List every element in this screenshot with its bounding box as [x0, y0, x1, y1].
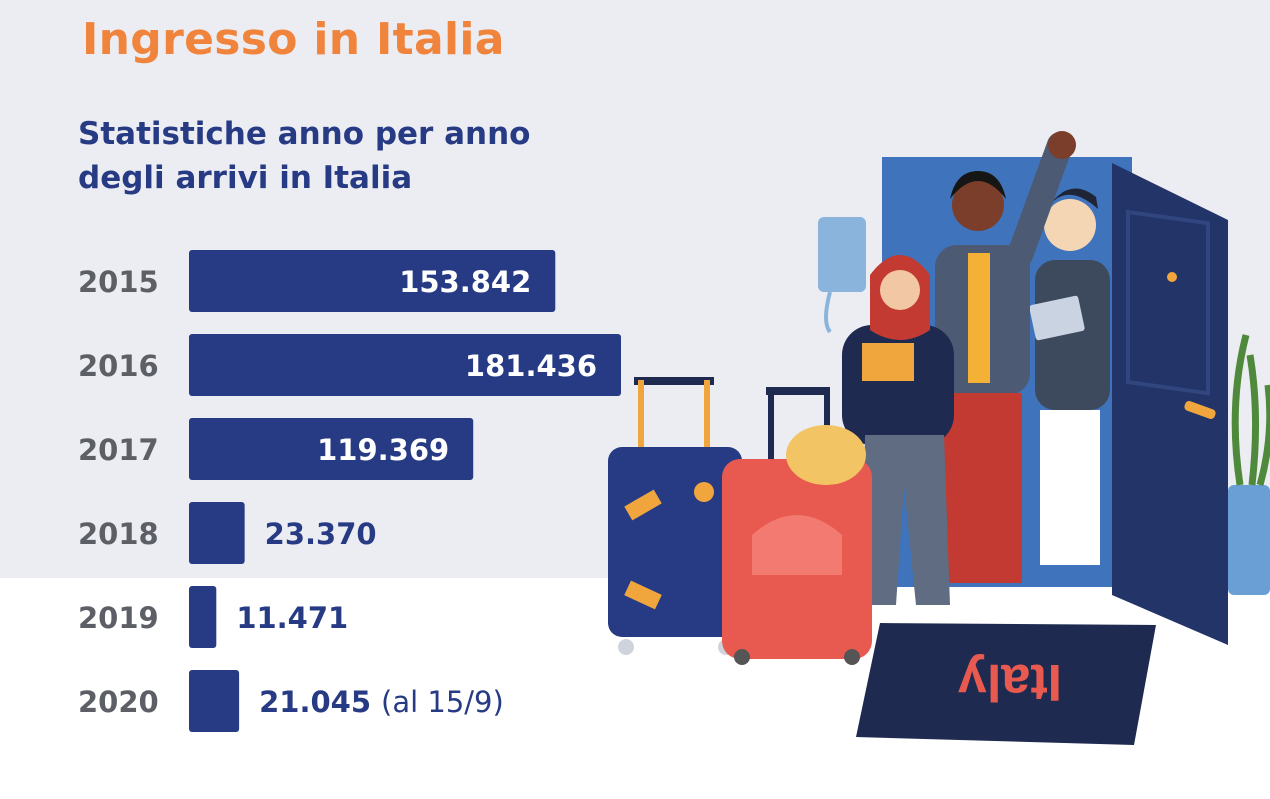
bar-2017 [189, 418, 474, 480]
bar-2015 [189, 250, 556, 312]
year-label: 2019 [78, 601, 159, 635]
sticker-1 [624, 489, 662, 521]
subtitle-line-2: degli arrivi in Italia [78, 160, 413, 196]
year-label: 2020 [78, 685, 159, 719]
door-peephole [1167, 272, 1177, 282]
chart-subtitle: Statistiche anno per anno degli arrivi i… [78, 112, 638, 200]
tablet [1029, 295, 1085, 341]
doormat [856, 623, 1156, 745]
year-label: 2015 [78, 265, 159, 299]
open-door [1112, 163, 1228, 645]
value-annotation: (al 15/9) [381, 685, 504, 719]
wall-phone [818, 217, 866, 292]
plant-pot [1228, 485, 1270, 595]
neck-pillow [786, 425, 866, 485]
value-label: 153.842 [399, 265, 531, 299]
chart-title: Ingresso in Italia [82, 14, 505, 65]
person-2-pants [942, 393, 1022, 583]
value-label: 11.471 [236, 601, 348, 635]
doormat-text: Italy [958, 653, 1062, 711]
value-label: 21.045 (al 15/9) [259, 685, 504, 719]
subtitle-line-1: Statistiche anno per anno [78, 116, 531, 152]
travelers-illustration: Italy [608, 131, 1270, 745]
bar-chart: 2015 153.842 2016 181.436 2017 119.369 2018 23.… [78, 250, 621, 732]
value-label: 181.436 [465, 349, 597, 383]
bar-2020 [189, 670, 240, 732]
bar-2016 [189, 334, 621, 396]
person-1-books [862, 343, 914, 381]
sticker-2 [624, 580, 662, 610]
plant-leaves [1231, 334, 1270, 486]
person-3-shirt [1035, 260, 1110, 410]
year-label: 2018 [78, 517, 159, 551]
raised-fist [1048, 131, 1076, 159]
year-label: 2017 [78, 433, 159, 467]
person-1-pants [862, 435, 950, 605]
bar-2018 [189, 502, 245, 564]
year-label: 2016 [78, 349, 159, 383]
blue-suitcase [608, 447, 742, 637]
door-handle [1184, 400, 1216, 420]
bar-2019 [189, 586, 217, 648]
person-3-pants [1040, 410, 1100, 565]
value-label: 119.369 [317, 433, 449, 467]
value-label: 23.370 [265, 517, 377, 551]
